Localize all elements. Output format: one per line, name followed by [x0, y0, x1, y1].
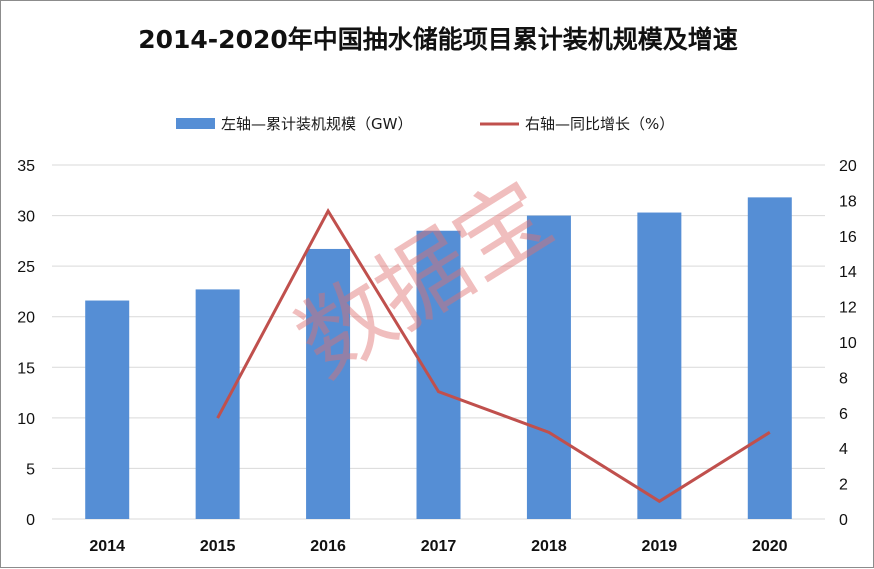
x-tick-label: 2016: [310, 538, 346, 555]
left-tick-label: 35: [17, 158, 35, 175]
x-axis: 2014 2015 2016 2017 2018 2019 2020: [89, 538, 787, 555]
left-tick-label: 0: [26, 512, 35, 529]
right-tick-label: 6: [839, 406, 848, 423]
x-tick-label: 2014: [89, 538, 125, 555]
legend: 左轴—累计装机规模（GW） 右轴—同比增长（%）: [176, 115, 674, 133]
right-tick-label: 4: [839, 441, 848, 458]
right-tick-label: 12: [839, 300, 857, 317]
bar: [85, 301, 129, 519]
bar: [748, 197, 792, 519]
x-tick-label: 2019: [642, 538, 678, 555]
legend-bar-label: 左轴—累计装机规模（GW）: [221, 115, 412, 133]
x-tick-label: 2017: [421, 538, 457, 555]
left-y-axis: 0 5 10 15 20 25 30 35: [17, 158, 35, 529]
right-tick-label: 20: [839, 158, 857, 175]
left-tick-label: 30: [17, 209, 35, 226]
right-tick-label: 8: [839, 370, 848, 387]
right-tick-label: 10: [839, 335, 857, 352]
right-tick-label: 16: [839, 229, 857, 246]
left-tick-label: 25: [17, 259, 35, 276]
right-tick-label: 14: [839, 264, 857, 281]
left-tick-label: 10: [17, 411, 35, 428]
right-tick-label: 0: [839, 512, 848, 529]
x-tick-label: 2018: [531, 538, 567, 555]
left-tick-label: 5: [26, 461, 35, 478]
chart-title: 2014-2020年中国抽水储能项目累计装机规模及增速: [138, 25, 738, 54]
legend-bar-swatch: [176, 118, 215, 129]
right-tick-label: 2: [839, 477, 848, 494]
bar: [196, 289, 240, 519]
bar: [637, 213, 681, 519]
x-tick-label: 2020: [752, 538, 788, 555]
right-y-axis: 0 2 4 6 8 10 12 14 16 18 20: [839, 158, 857, 529]
legend-line-label: 右轴—同比增长（%）: [525, 115, 674, 133]
left-tick-label: 20: [17, 310, 35, 327]
right-tick-label: 18: [839, 193, 857, 210]
left-tick-label: 15: [17, 360, 35, 377]
x-tick-label: 2015: [200, 538, 236, 555]
